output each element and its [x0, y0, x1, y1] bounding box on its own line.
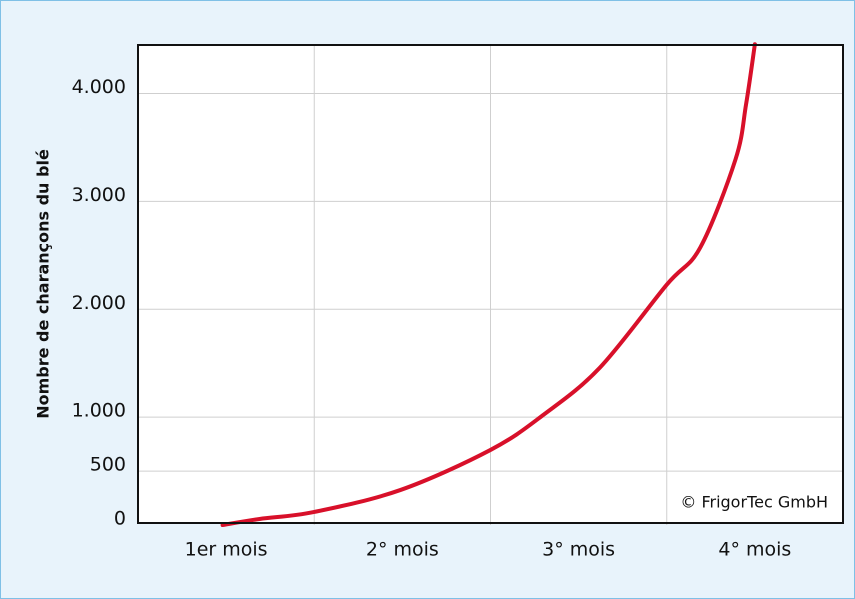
x-tick-label: 4° mois — [718, 539, 791, 561]
plot-frame — [137, 44, 844, 524]
y-tick-label: 500 — [90, 454, 126, 476]
x-tick-label: 1er mois — [185, 539, 268, 561]
line-series — [220, 42, 757, 527]
grid — [138, 45, 843, 525]
y-tick-label: 2.000 — [72, 292, 126, 314]
y-tick-label: 1.000 — [72, 400, 126, 422]
copyright: © FrigorTec GmbH — [680, 493, 828, 512]
y-axis-label: Nombre de charançons du blé — [34, 149, 53, 419]
y-tick-label: 3.000 — [72, 184, 126, 206]
x-tick-label: 2° mois — [366, 539, 439, 561]
x-tick-label: 3° mois — [542, 539, 615, 561]
marks — [220, 42, 757, 527]
y-tick-label: 0 — [114, 508, 126, 530]
y-tick-label: 4.000 — [72, 76, 126, 98]
